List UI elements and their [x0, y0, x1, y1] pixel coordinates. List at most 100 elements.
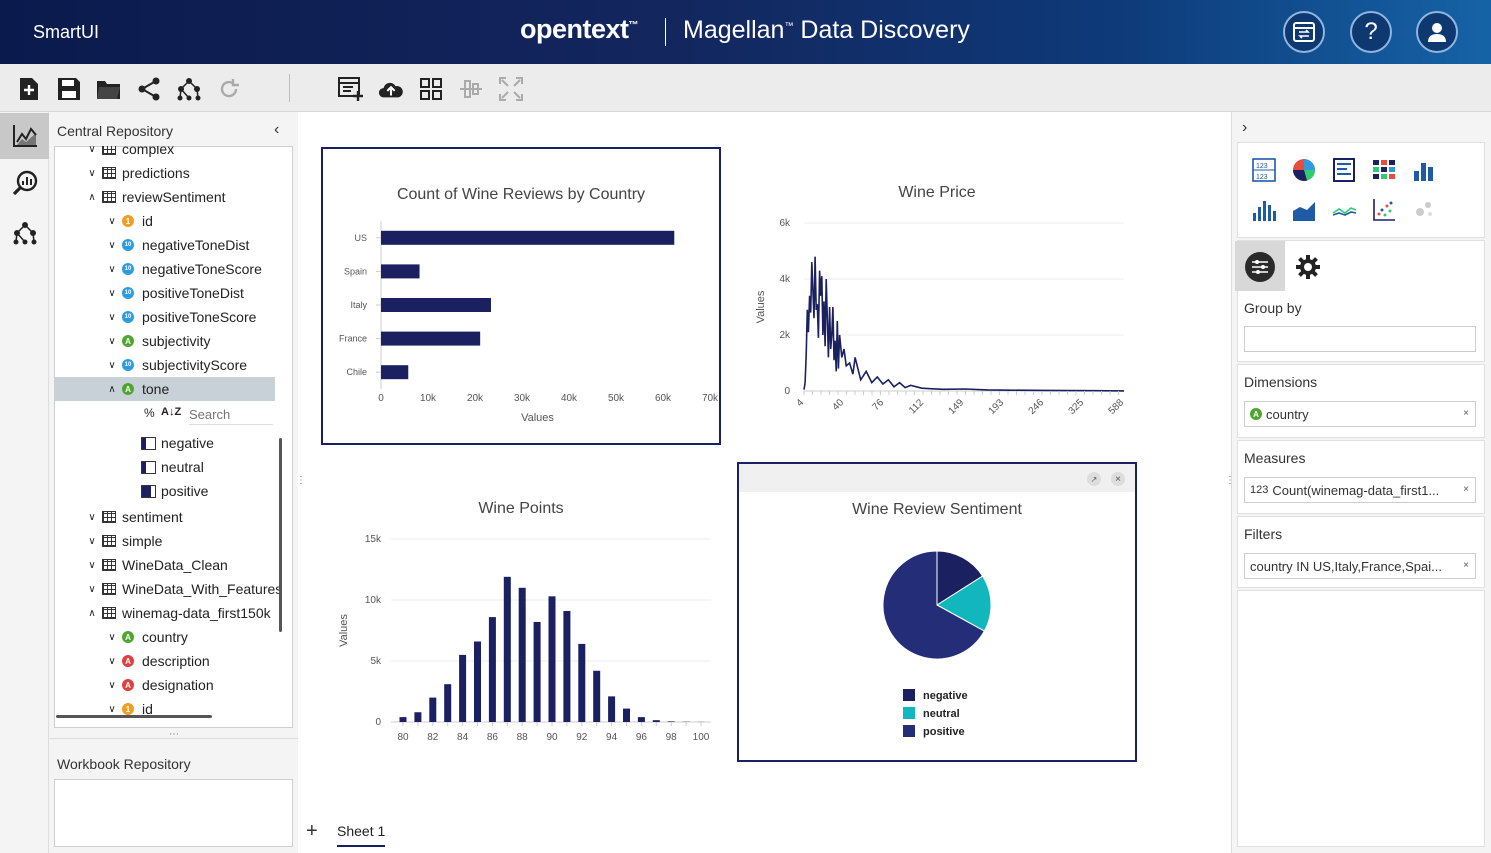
chevron-down-icon[interactable]: ∨	[108, 239, 116, 251]
switch-view-button[interactable]	[1283, 11, 1325, 53]
tone-value-item[interactable]: negative	[141, 431, 214, 455]
add-sheet-button[interactable]: +	[306, 820, 318, 842]
bar[interactable]	[399, 717, 407, 722]
dimension-chip[interactable]: A country ×	[1244, 401, 1476, 427]
chevron-down-icon[interactable]: ∨	[108, 631, 116, 643]
expand-panel-button[interactable]: ›	[1242, 119, 1247, 137]
bar[interactable]	[667, 721, 675, 722]
sort-az-button[interactable]: A↓Z	[161, 406, 182, 418]
scatter-chart-button[interactable]	[1371, 197, 1397, 223]
tree-table-item[interactable]: ∨ sentiment	[86, 505, 182, 529]
add-chart-button[interactable]	[338, 76, 364, 102]
expand-chart-button[interactable]: ↗	[1087, 472, 1101, 486]
tree-field-item[interactable]: ∨ 10 positiveToneScore	[106, 305, 256, 329]
bar[interactable]	[381, 230, 675, 245]
measure-chip[interactable]: 123 Count(winemag-data_first1... ×	[1244, 477, 1476, 503]
bar[interactable]	[381, 365, 409, 380]
chevron-down-icon[interactable]: ∨	[108, 655, 116, 667]
tone-value-item[interactable]: positive	[141, 479, 208, 503]
save-button[interactable]	[56, 76, 82, 102]
bar[interactable]	[381, 264, 420, 279]
pie-slice[interactable]	[936, 550, 984, 606]
workbook-repository-list[interactable]	[54, 779, 293, 847]
chevron-down-icon[interactable]: ∨	[88, 511, 96, 523]
upload-button[interactable]	[378, 76, 404, 102]
bar[interactable]	[623, 708, 630, 722]
chevron-down-icon[interactable]: ∨	[108, 703, 116, 715]
align-button[interactable]	[458, 76, 484, 102]
bar[interactable]	[563, 610, 571, 722]
histogram-chart-button[interactable]	[1251, 197, 1277, 223]
rail-analytics-button[interactable]	[0, 160, 49, 206]
tree-field-item[interactable]: ∨ 10 subjectivityScore	[106, 353, 247, 377]
tree-horizontal-scrollbar[interactable]	[56, 715, 212, 718]
fullscreen-button[interactable]	[498, 76, 524, 102]
chevron-down-icon[interactable]: ∨	[88, 167, 96, 179]
chevron-down-icon[interactable]: ∨	[108, 335, 116, 347]
pie-chart-button[interactable]	[1291, 157, 1317, 183]
percent-toggle[interactable]: %	[144, 406, 155, 420]
bar[interactable]	[459, 654, 467, 722]
user-button[interactable]	[1416, 11, 1458, 53]
panel-splitter[interactable]	[49, 738, 298, 739]
tree-table-item[interactable]: ∨ simple	[86, 529, 162, 553]
line-chart-button[interactable]	[1331, 197, 1357, 223]
chevron-down-icon[interactable]: ∨	[108, 679, 116, 691]
tree-field-item[interactable]: ∨ 10 negativeToneDist	[106, 233, 249, 257]
chevron-down-icon[interactable]: ∨	[108, 287, 116, 299]
tone-search-input[interactable]	[189, 405, 273, 425]
chevron-up-icon[interactable]: ∧	[108, 383, 116, 395]
workflow-button[interactable]	[176, 76, 202, 102]
bar[interactable]	[503, 576, 511, 722]
chart-card-sentiment[interactable]: ↗ × Wine Review Sentiment negative neutra…	[737, 462, 1137, 762]
tree-table-item[interactable]: ∨ complex	[86, 146, 174, 161]
area-chart-button[interactable]	[1291, 197, 1317, 223]
bar[interactable]	[488, 617, 496, 722]
chevron-down-icon[interactable]: ∨	[108, 311, 116, 323]
right-resize-handle[interactable]: ⋮	[1225, 475, 1235, 486]
bar[interactable]	[444, 684, 452, 722]
bar[interactable]	[578, 643, 586, 722]
layout-grid-button[interactable]	[418, 76, 444, 102]
bar[interactable]	[637, 717, 645, 722]
chevron-down-icon[interactable]: ∨	[108, 263, 116, 275]
tree-field-item[interactable]: ∨ 1 id	[106, 209, 153, 233]
chevron-down-icon[interactable]: ∨	[88, 535, 96, 547]
heatmap-chart-button[interactable]	[1371, 157, 1397, 183]
tree-table-item[interactable]: ∧ reviewSentiment	[86, 185, 225, 209]
open-button[interactable]	[96, 76, 122, 102]
rail-network-button[interactable]	[0, 210, 49, 256]
chevron-down-icon[interactable]: ∨	[108, 215, 116, 227]
bubble-chart-button[interactable]	[1411, 197, 1437, 223]
bar[interactable]	[518, 587, 526, 722]
tree-table-item[interactable]: ∧ winemag-data_first150k	[86, 601, 270, 625]
bar[interactable]	[381, 331, 481, 346]
share-button[interactable]	[136, 76, 162, 102]
table-chart-button[interactable]	[1331, 157, 1357, 183]
bar[interactable]	[414, 712, 422, 722]
remove-filter-button[interactable]: ×	[1463, 560, 1469, 571]
tree-table-item[interactable]: ∨ WineData_With_Features	[86, 577, 282, 601]
column-chart-button[interactable]	[1411, 157, 1437, 183]
settings-tab[interactable]	[1294, 253, 1322, 281]
chevron-down-icon[interactable]: ∨	[88, 583, 96, 595]
tree-vertical-scrollbar[interactable]	[279, 438, 282, 632]
bar[interactable]	[593, 670, 601, 722]
filter-chip[interactable]: country IN US,Italy,France,Spai... ×	[1244, 553, 1476, 579]
refresh-button[interactable]	[216, 76, 242, 102]
tree-table-item[interactable]: ∨ WineData_Clean	[86, 553, 228, 577]
bar[interactable]	[652, 720, 660, 722]
tree-table-item[interactable]: ∨ predictions	[86, 161, 189, 185]
tree-field-item[interactable]: ∨ 10 positiveToneDist	[106, 281, 244, 305]
chevron-up-icon[interactable]: ∧	[88, 191, 96, 203]
bar[interactable]	[548, 596, 556, 722]
close-chart-button[interactable]: ×	[1111, 472, 1125, 486]
chevron-down-icon[interactable]: ∨	[108, 359, 116, 371]
left-resize-handle[interactable]: ⋮	[296, 475, 306, 486]
tree-field-item[interactable]: ∨ 1 id	[106, 697, 153, 721]
remove-measure-button[interactable]: ×	[1463, 484, 1469, 495]
